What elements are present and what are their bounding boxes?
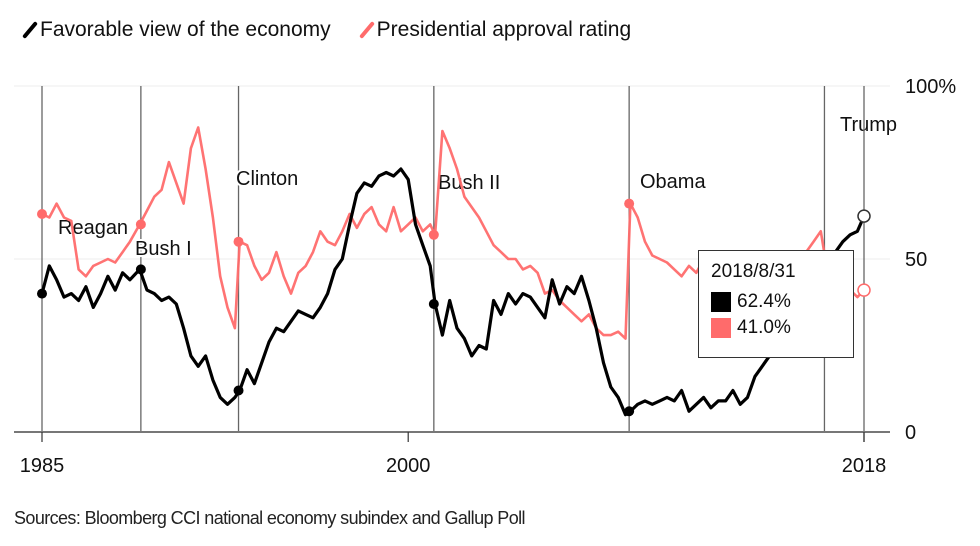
x-tick-label: 1985: [20, 455, 65, 477]
era-label: Reagan: [58, 217, 128, 239]
term-start-marker: [428, 298, 439, 309]
era-label: Trump: [840, 114, 897, 136]
legend-item-economy[interactable]: Favorable view of the economy: [22, 18, 331, 42]
y-tick-label: 100%: [905, 76, 956, 98]
tooltip-date: 2018/8/31: [711, 261, 796, 282]
x-tick-label: 2018: [842, 455, 887, 477]
tooltip-row-economy: 62.4%: [711, 291, 841, 313]
legend-label-economy: Favorable view of the economy: [40, 18, 331, 41]
term-start-marker: [428, 229, 439, 240]
term-start-marker: [37, 288, 47, 299]
y-tick-label: 50: [905, 249, 927, 271]
legend-item-approval[interactable]: Presidential approval rating: [358, 18, 632, 42]
latest-point-marker: [857, 283, 871, 297]
term-start-marker: [233, 385, 244, 396]
term-start-marker: [37, 209, 47, 220]
term-start-marker: [233, 236, 244, 247]
tooltip-swatch-approval: [711, 318, 731, 338]
tooltip-swatch-economy: [711, 292, 731, 312]
term-start-marker: [135, 219, 146, 230]
era-label: Bush II: [438, 172, 500, 194]
era-label: Obama: [640, 171, 706, 193]
term-start-marker: [624, 198, 635, 209]
era-label: Clinton: [236, 168, 298, 190]
tooltip-value-approval: 41.0%: [737, 317, 791, 338]
hover-tooltip: 2018/8/31 62.4% 41.0%: [698, 250, 854, 358]
era-label: Bush I: [135, 238, 192, 260]
y-tick-label: 0: [905, 422, 916, 444]
latest-point-marker: [857, 209, 871, 223]
term-start-marker: [624, 406, 635, 417]
tooltip-value-economy: 62.4%: [737, 291, 791, 312]
axes: 0 50 100% 1985 2000 2018: [14, 76, 956, 477]
tooltip-row-approval: 41.0%: [711, 317, 841, 339]
legend-label-approval: Presidential approval rating: [376, 18, 632, 41]
chart-legend: Favorable view of the economy Presidenti…: [22, 18, 632, 42]
term-start-marker: [135, 264, 146, 275]
source-note: Sources: Bloomberg CCI national economy …: [14, 508, 526, 528]
president-era-lines: Reagan Bush I Clinton Bush II Obama Trump: [41, 86, 899, 442]
series-line-economy: [40, 167, 866, 417]
x-tick-label: 2000: [386, 455, 431, 477]
